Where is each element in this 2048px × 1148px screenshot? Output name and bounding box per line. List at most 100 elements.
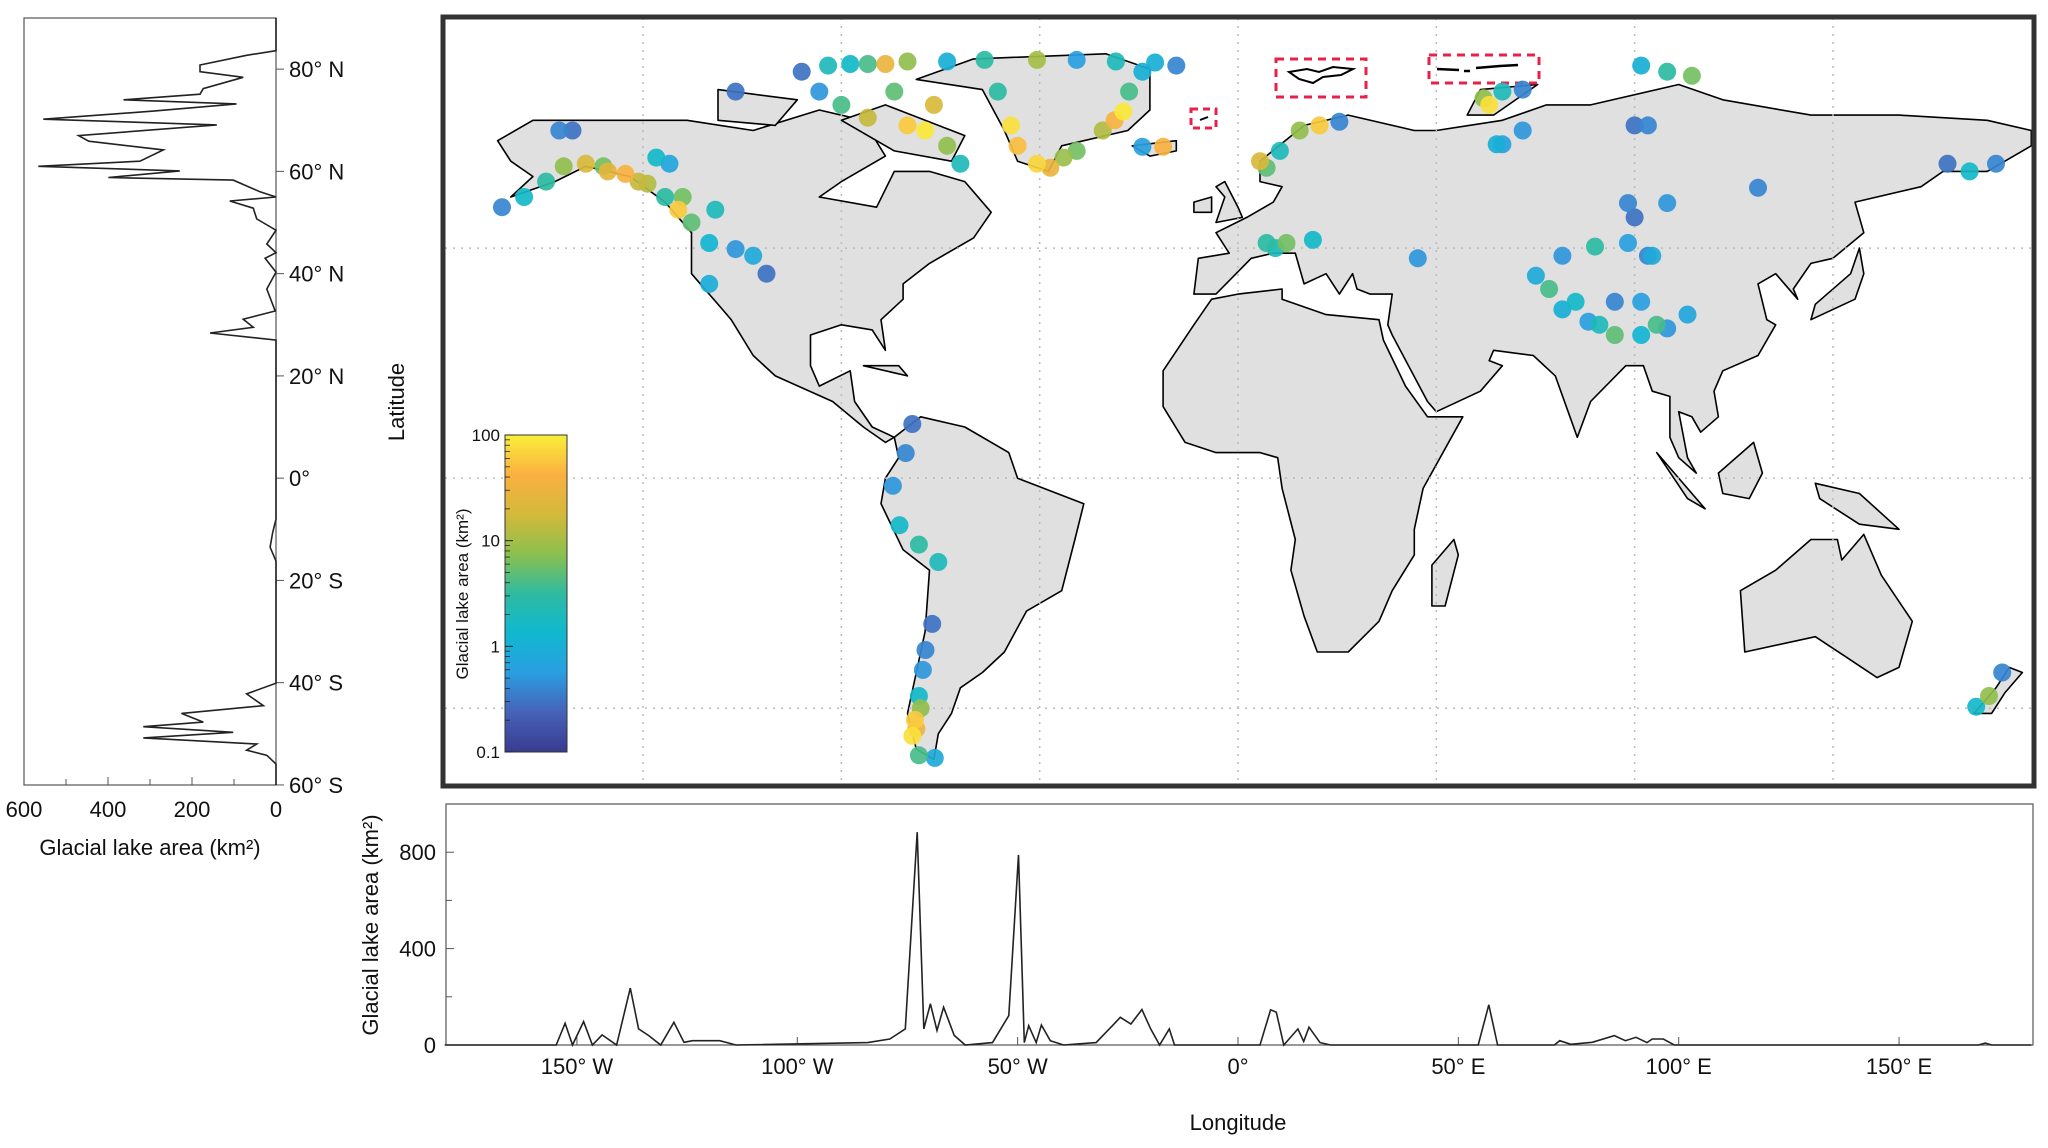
map-annotation-boxes <box>1189 53 1541 130</box>
x-tick-label: 100° W <box>761 1054 834 1079</box>
glacial-lake-point <box>669 200 688 219</box>
landmass <box>1193 83 2032 474</box>
latitude-profile-panel: 600 400 200 0 80° N 60° N 40° N 20° N 0° 20° S 40… <box>6 17 409 860</box>
glacial-lake-point <box>1120 82 1139 101</box>
glacial-lake-point <box>1310 116 1329 135</box>
glacial-lake-point <box>913 660 932 679</box>
glacial-lake-point <box>1938 154 1957 173</box>
landmass <box>1655 451 1706 510</box>
glacial-lake-point <box>1605 292 1624 311</box>
glacial-lake-point <box>923 614 942 633</box>
longitude-ticks: 150° W 100° W 50° W 0° 50° E 100° E 150° E 800 4… <box>399 840 1932 1079</box>
glacial-lake-point <box>1133 137 1152 156</box>
glacial-lake-point <box>1067 50 1086 69</box>
glacial-lake-point <box>896 444 915 463</box>
glacial-lake-point <box>629 172 648 191</box>
glacial-lake-point <box>1028 50 1046 69</box>
glacial-lake-point <box>1330 112 1349 131</box>
glacial-lake-point <box>1658 62 1677 81</box>
y-tick-label: 60° S <box>289 773 343 798</box>
glacial-lake-point <box>1408 249 1427 268</box>
glacial-lake-point <box>726 240 745 259</box>
landmass <box>1814 482 1900 531</box>
x-tick-label: 600 <box>6 797 43 822</box>
glacial-lake-point <box>757 264 776 283</box>
y-tick-label: 40° S <box>289 671 343 696</box>
landmass <box>1739 533 1914 679</box>
glacial-lake-point <box>1093 121 1112 140</box>
glacial-lake-point <box>876 55 895 73</box>
glacial-lake-point <box>598 162 617 181</box>
x-tick-label: 400 <box>90 797 127 822</box>
y-tick-label: 800 <box>399 840 436 865</box>
colorbar-gradient <box>504 434 568 753</box>
glacial-lake-point <box>1553 246 1572 265</box>
x-tick-label: 150° W <box>541 1054 614 1079</box>
glacial-lake-point <box>890 516 909 535</box>
glacial-lake-points <box>493 50 2012 767</box>
glacial-lake-point <box>1647 315 1666 334</box>
glacial-lake-point <box>909 746 928 765</box>
x-tick-label: 50° E <box>1431 1054 1485 1079</box>
glacial-lake-point <box>1480 95 1499 114</box>
x-tick-label: 200 <box>174 797 211 822</box>
glacial-lake-point <box>1625 116 1644 135</box>
glacial-lake-point <box>841 55 860 73</box>
x-tick-label: 0 <box>270 797 282 822</box>
glacial-lake-point <box>951 154 970 173</box>
glacial-lake-point <box>1682 66 1701 85</box>
longitude-area-line <box>444 832 2032 1048</box>
glacial-lake-point <box>909 535 928 554</box>
glacial-lake-point <box>1586 237 1604 256</box>
glacial-lake-point <box>1028 154 1046 173</box>
longitude-profile-panel: 150° W 100° W 50° W 0° 50° E 100° E 150° E 800 4… <box>358 803 2034 1135</box>
glacial-lake-point <box>1566 292 1585 311</box>
glacial-lake-point <box>1251 152 1269 171</box>
x-tick-label: 0° <box>1227 1054 1248 1079</box>
glacial-lake-point <box>700 234 719 252</box>
glacial-lake-point <box>1632 326 1651 344</box>
glacial-lake-point <box>1632 292 1651 311</box>
glacial-lake-point <box>1980 687 1998 705</box>
landmass <box>862 364 909 377</box>
glacial-lake-point <box>903 415 922 433</box>
glacial-lake-point <box>1540 280 1559 298</box>
island-outline <box>1436 63 1519 73</box>
glacial-lake-point <box>858 108 877 127</box>
glacial-lake-point <box>1154 137 1173 156</box>
glacial-lake-point <box>1257 234 1276 252</box>
glacial-lake-point <box>1960 162 1979 181</box>
x-tick-label: 100° E <box>1646 1054 1712 1079</box>
glacial-lake-point <box>819 56 838 75</box>
glacial-lake-point <box>700 274 719 293</box>
glacial-lake-point <box>898 52 917 71</box>
glacial-lake-point <box>1619 194 1637 213</box>
glacial-lake-point <box>1993 663 2012 682</box>
glacial-lake-point <box>537 172 556 191</box>
glacial-lake-point <box>832 95 851 114</box>
glacial-lake-point <box>1513 80 1532 99</box>
glacial-lake-point <box>1987 154 2005 173</box>
glacial-lake-point <box>1054 148 1073 167</box>
glacial-lake-point <box>916 641 935 659</box>
glacial-lake-point <box>1303 230 1322 249</box>
glacial-lake-point <box>515 188 534 206</box>
glacial-lake-point <box>1678 305 1697 324</box>
latitude-x-axis-label: Glacial lake area (km²) <box>39 835 260 860</box>
colorbar-ticks: 100 10 1 0.1 <box>472 426 513 762</box>
glacial-lake-point <box>916 121 935 140</box>
longitude-y-axis-label: Glacial lake area (km²) <box>358 814 383 1035</box>
glacial-lake-point <box>554 157 573 176</box>
annotation-box-svalbard <box>1274 57 1368 99</box>
longitude-plot-frame <box>445 803 2034 1046</box>
y-tick-label: 40° N <box>289 262 344 287</box>
glacial-lake-point <box>1106 52 1125 71</box>
y-tick-label: 20° N <box>289 364 344 389</box>
glacial-lake-point <box>903 726 922 745</box>
glacial-lake-point <box>1167 56 1186 75</box>
glacial-lake-point <box>1513 121 1532 140</box>
map-frame <box>440 14 2037 789</box>
glacial-lake-point <box>1590 315 1609 334</box>
glacial-lake-point <box>885 82 904 101</box>
